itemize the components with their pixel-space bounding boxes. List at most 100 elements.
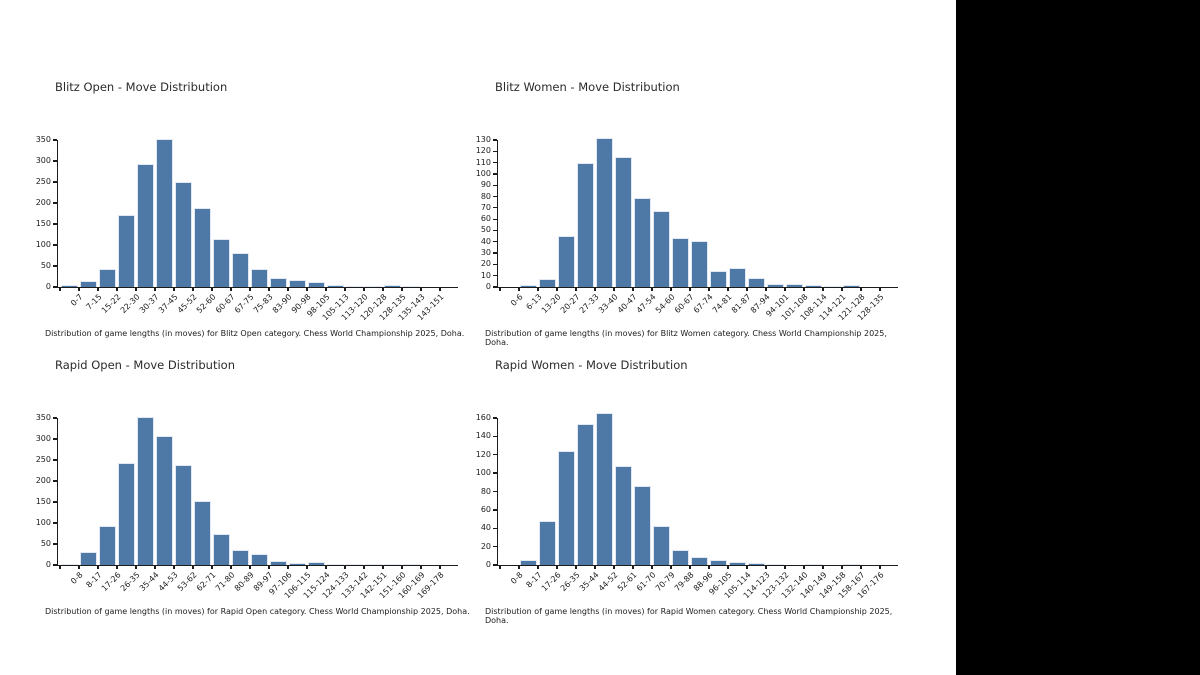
y-axis-label: 0 <box>485 560 491 569</box>
chart-caption: Distribution of game lengths (in moves) … <box>485 329 887 347</box>
histogram-bar <box>842 564 861 565</box>
histogram-bar <box>79 552 98 565</box>
x-axis-tick <box>632 287 634 291</box>
x-axis-tick <box>230 565 232 569</box>
histogram-bar <box>212 239 231 287</box>
x-axis-tick <box>537 565 539 569</box>
y-axis-tick <box>492 545 497 548</box>
chart-title: Blitz Women - Move Distribution <box>495 80 680 94</box>
histogram-bar <box>538 279 557 287</box>
y-axis-label: 30 <box>480 248 491 258</box>
histogram-bar <box>60 563 79 565</box>
y-axis-label: 50 <box>480 225 491 235</box>
histogram-bar <box>402 564 421 565</box>
chart-blitz-women: Blitz Women - Move Distribution 0 10 20 30 4… <box>440 75 910 353</box>
y-axis-tick <box>52 223 57 225</box>
histogram-bar <box>307 562 326 565</box>
x-axis-tick <box>518 287 520 291</box>
y-axis-label: 140 <box>475 431 491 441</box>
histogram-bar <box>728 267 747 287</box>
x-axis-tick <box>154 565 156 569</box>
histogram-bar <box>576 423 595 565</box>
y-axis-label: 130 <box>475 135 491 144</box>
histogram-bar <box>383 564 402 565</box>
x-axis-tick <box>727 565 729 569</box>
x-axis-tick <box>841 565 843 569</box>
histogram-bar <box>538 520 557 565</box>
histogram-bar <box>269 561 288 565</box>
histogram-bar <box>212 533 231 565</box>
x-axis-tick <box>363 287 365 291</box>
y-axis-label: 150 <box>35 497 51 506</box>
x-axis-tick <box>499 287 501 291</box>
histogram-bar <box>519 284 538 287</box>
histogram-bar <box>709 271 728 287</box>
x-axis-tick <box>784 287 786 291</box>
y-axis-label: 120 <box>475 449 491 459</box>
x-axis-tick <box>382 565 384 569</box>
x-axis-tick <box>135 565 137 569</box>
chart-title: Rapid Women - Move Distribution <box>495 358 688 372</box>
chart-rapid-women: Rapid Women - Move Distribution 0 20 40 60 8… <box>440 353 910 631</box>
x-axis-tick <box>670 565 672 569</box>
x-axis-tick <box>249 287 251 291</box>
y-axis-tick <box>492 490 497 493</box>
y-axis-tick <box>492 527 497 529</box>
y-axis-tick <box>52 244 57 246</box>
y-axis-label: 120 <box>475 146 491 156</box>
histogram-bar <box>576 162 595 287</box>
histogram-bar <box>117 462 136 565</box>
y-axis-label: 0 <box>45 282 51 291</box>
histogram-bar <box>79 281 98 287</box>
y-axis-tick <box>492 564 497 566</box>
y-axis-tick <box>492 207 497 209</box>
histogram-bar <box>136 417 155 565</box>
histogram-bar <box>174 465 193 565</box>
x-axis-tick <box>822 287 824 291</box>
x-axis-tick <box>173 287 175 291</box>
x-axis-tick <box>344 565 346 569</box>
y-axis-tick <box>492 229 497 232</box>
x-axis-tick <box>651 287 653 291</box>
histogram-bar <box>193 207 212 287</box>
y-axis-tick <box>52 286 57 288</box>
x-axis-tick <box>230 287 232 291</box>
y-axis-tick <box>52 480 57 482</box>
histogram-bar <box>709 559 728 565</box>
x-axis-tick <box>765 287 767 291</box>
histogram-bar <box>288 279 307 287</box>
x-axis-tick <box>401 565 403 569</box>
x-axis-tick <box>613 565 615 569</box>
plot-area: 0 50 100 150 200 250 300 350 0-7 7-15 15-22 22-30 30… <box>36 136 458 322</box>
y-axis-label: 110 <box>475 157 491 167</box>
x-axis-tick <box>841 287 843 291</box>
histogram-bar <box>633 486 652 565</box>
y-axis-tick <box>52 417 57 419</box>
histogram-bar <box>326 284 345 287</box>
x-axis-tick <box>746 565 748 569</box>
x-axis-tick <box>499 565 501 569</box>
x-axis-tick <box>613 287 615 291</box>
histogram-bar <box>842 284 861 287</box>
y-axis-label: 20 <box>480 259 491 269</box>
y-axis-tick <box>492 509 497 511</box>
histogram-bar <box>364 564 383 565</box>
histogram-bar <box>288 563 307 565</box>
histogram-bar <box>766 283 785 287</box>
x-axis-tick <box>860 565 862 569</box>
x-axis-tick <box>420 287 422 291</box>
chart-caption: Distribution of game lengths (in moves) … <box>45 329 465 338</box>
y-axis-tick <box>492 173 497 175</box>
y-axis-label: 60 <box>480 504 491 514</box>
y-axis-label: 200 <box>35 476 51 485</box>
histogram-bar <box>326 563 345 565</box>
x-axis-tick <box>154 287 156 291</box>
chart-title: Blitz Open - Move Distribution <box>55 80 228 94</box>
y-axis-label: 80 <box>480 191 491 201</box>
x-axis-tick <box>211 565 213 569</box>
y-axis-tick <box>52 202 57 204</box>
plot-area: 0 50 100 150 200 250 300 350 0-8 8-17 17-26 26-35 35… <box>36 414 458 600</box>
histogram-bar <box>633 197 652 287</box>
y-axis-tick <box>492 275 497 277</box>
histogram-bar <box>250 269 269 287</box>
